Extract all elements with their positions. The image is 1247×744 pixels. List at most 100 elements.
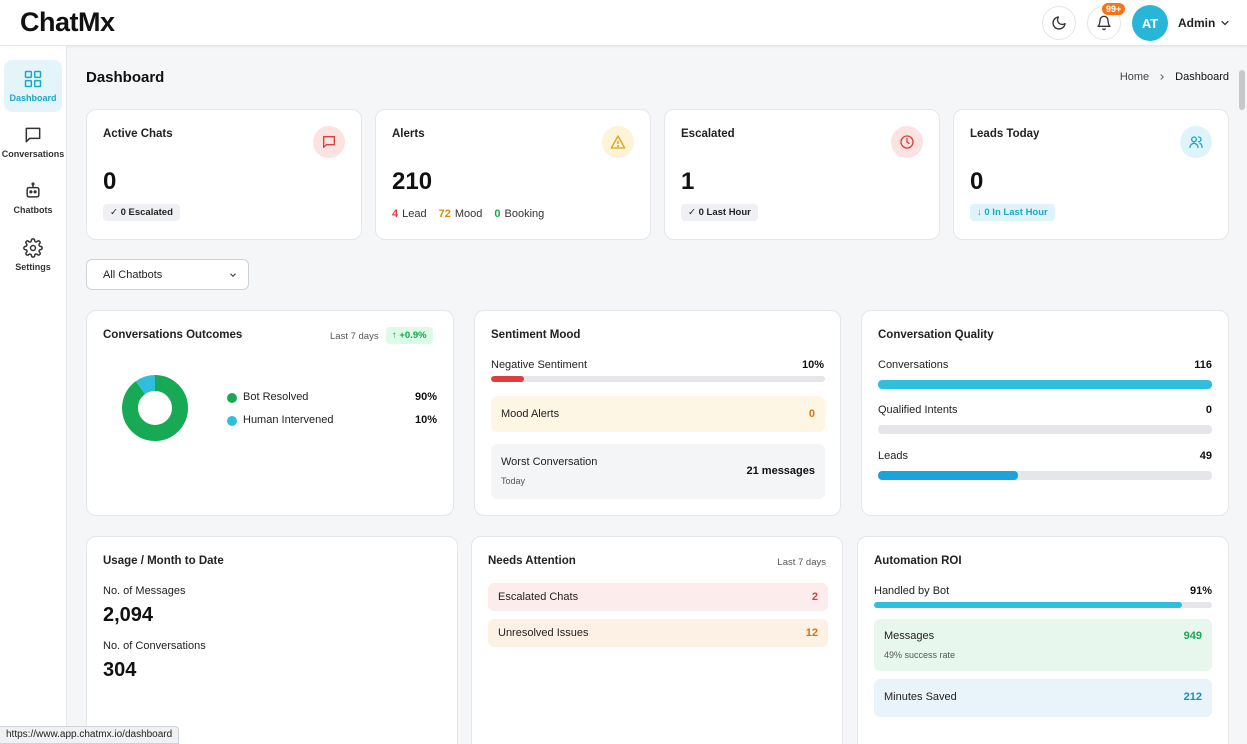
- tile-sub: Today: [501, 476, 526, 486]
- notification-count-badge: 99+: [1102, 3, 1126, 15]
- user-name: Admin: [1178, 16, 1216, 30]
- card-title: Conversation Quality: [878, 329, 994, 341]
- mood-alerts-tile[interactable]: Mood Alerts 0: [491, 396, 825, 432]
- negative-sentiment-label: Negative Sentiment: [491, 359, 587, 371]
- stat-value: 0: [103, 168, 117, 195]
- user-avatar[interactable]: AT: [1132, 5, 1168, 41]
- tile-label: Unresolved Issues: [498, 627, 589, 639]
- quality-row-label: Leads: [878, 450, 908, 462]
- escalated-pill: ✓ 0 Escalated: [103, 204, 180, 221]
- tile-sub: 49% success rate: [884, 650, 956, 660]
- card-title: Usage / Month to Date: [103, 555, 224, 567]
- breadcrumb-current: Dashboard: [1175, 71, 1229, 83]
- sidebar-item-label: Conversations: [1, 149, 65, 159]
- tile-value: 0: [808, 408, 815, 420]
- robot-icon: [26, 182, 40, 198]
- browser-status-url: https://www.app.chatmx.io/dashboard: [0, 726, 180, 744]
- active-chats-card[interactable]: Active Chats 0 ✓ 0 Escalated: [86, 109, 362, 240]
- sidebar-item-dashboard[interactable]: Dashboard: [4, 60, 62, 112]
- sidebar-item-conversations[interactable]: Conversations: [1, 116, 65, 168]
- alerts-card[interactable]: Alerts 210 4 Lead 72 Mood 0 Booking: [375, 109, 651, 240]
- chevron-right-icon: [1160, 74, 1165, 80]
- outcomes-donut-chart: [122, 375, 188, 441]
- leads-today-card[interactable]: Leads Today 0 ↓ 0 In Last Hour: [953, 109, 1229, 240]
- conversations-value: 304: [103, 659, 137, 681]
- handled-by-bot-value: 91%: [1189, 585, 1212, 597]
- card-title: Sentiment Mood: [491, 329, 581, 341]
- sidebar-item-chatbots[interactable]: Chatbots: [4, 172, 62, 224]
- worst-conversation-tile[interactable]: Worst Conversation Today 21 messages: [491, 444, 825, 499]
- chat-bubble-icon: [25, 127, 41, 143]
- messages-label: No. of Messages: [103, 585, 186, 597]
- handled-by-bot-bar: [874, 602, 1212, 608]
- chatbot-filter-select[interactable]: All Chatbots: [86, 259, 249, 290]
- period-label: Last 7 days: [777, 557, 826, 568]
- breadcrumb-home[interactable]: Home: [1119, 71, 1150, 83]
- tile-value: 2: [811, 591, 818, 603]
- minutes-saved-tile[interactable]: Minutes Saved 212: [874, 679, 1212, 717]
- negative-sentiment-value: 10%: [801, 359, 824, 371]
- handled-by-bot-label: Handled by Bot: [874, 585, 950, 597]
- stat-value: 1: [681, 168, 695, 195]
- donut-slice-human-intervened: [122, 375, 188, 441]
- conversations-outcomes-card: Conversations Outcomes Last 7 days ↑ +0.…: [86, 310, 454, 516]
- app-logo[interactable]: ChatMx: [20, 7, 115, 37]
- unresolved-issues-tile[interactable]: Unresolved Issues 12: [488, 619, 828, 647]
- conversations-bar: [878, 380, 1212, 389]
- sidebar: Dashboard Conversations Chatbots Setting…: [0, 46, 67, 744]
- quality-row-value: 116: [1194, 359, 1212, 371]
- legend-label: Human Intervened: [243, 414, 334, 426]
- quality-row-value: 49: [1199, 450, 1212, 462]
- selected-chatbot: All Chatbots: [103, 268, 163, 281]
- chat-alert-icon: [313, 126, 345, 158]
- stat-value: 0: [970, 168, 984, 195]
- booking-alerts: 0 Booking: [494, 208, 545, 220]
- chevron-down-icon: [1221, 20, 1229, 26]
- sidebar-item-settings[interactable]: Settings: [4, 229, 62, 281]
- page-title: Dashboard: [86, 69, 165, 86]
- escalated-card[interactable]: Escalated 1 ✓ 0 Last Hour: [664, 109, 940, 240]
- bell-icon: [1097, 15, 1111, 31]
- warning-icon: [602, 126, 634, 158]
- breadcrumb: Home Dashboard: [1120, 71, 1229, 83]
- alert-breakdown: 4 Lead 72 Mood 0 Booking: [392, 208, 544, 220]
- escalated-chats-tile[interactable]: Escalated Chats 2: [488, 583, 828, 611]
- last-hour-pill: ✓ 0 Last Hour: [681, 204, 758, 221]
- bar-fill: [874, 602, 1182, 608]
- sidebar-item-label: Settings: [15, 262, 51, 272]
- card-title: Needs Attention: [488, 555, 576, 567]
- legend-value: 90%: [414, 391, 437, 403]
- tile-label: Escalated Chats: [498, 591, 579, 603]
- user-menu[interactable]: Admin: [1178, 16, 1231, 30]
- stat-label: Leads Today: [970, 128, 1040, 140]
- stat-value: 210: [392, 168, 433, 195]
- top-bar: ChatMx 99+ AT Admin: [0, 0, 1247, 46]
- conversations-label: No. of Conversations: [103, 640, 206, 652]
- messages-tile[interactable]: Messages 949 49% success rate: [874, 619, 1212, 671]
- chevron-down-icon: [230, 272, 236, 277]
- bar-fill: [491, 376, 525, 382]
- usage-card: Usage / Month to Date No. of Messages 2,…: [86, 536, 458, 744]
- human-intervened-legend-dot: [227, 416, 237, 426]
- sidebar-item-label: Dashboard: [9, 93, 57, 103]
- card-title: Automation ROI: [874, 555, 962, 567]
- tile-label: Minutes Saved: [884, 691, 957, 703]
- page-scrollbar[interactable]: [1239, 70, 1245, 110]
- bar-fill: [878, 471, 1019, 480]
- bar-fill: [878, 380, 1212, 389]
- tile-label: Messages: [884, 630, 935, 642]
- sentiment-mood-card: Sentiment Mood Negative Sentiment 10% Mo…: [474, 310, 841, 516]
- tile-label: Mood Alerts: [501, 408, 560, 420]
- mood-alerts: 72 Mood: [438, 208, 483, 220]
- card-title: Conversations Outcomes: [103, 329, 243, 341]
- conversation-quality-card: Conversation Quality Conversations 116 Q…: [861, 310, 1229, 516]
- messages-value: 2,094: [103, 604, 154, 626]
- stat-label: Alerts: [392, 128, 425, 140]
- tile-value: 212: [1183, 691, 1202, 703]
- tile-value: 12: [805, 627, 818, 639]
- theme-toggle-button[interactable]: [1042, 6, 1076, 40]
- quality-row-value: 0: [1205, 404, 1212, 416]
- gear-icon: [23, 238, 43, 258]
- tile-value: 21 messages: [746, 465, 816, 477]
- lead-alerts: 4 Lead: [392, 208, 427, 220]
